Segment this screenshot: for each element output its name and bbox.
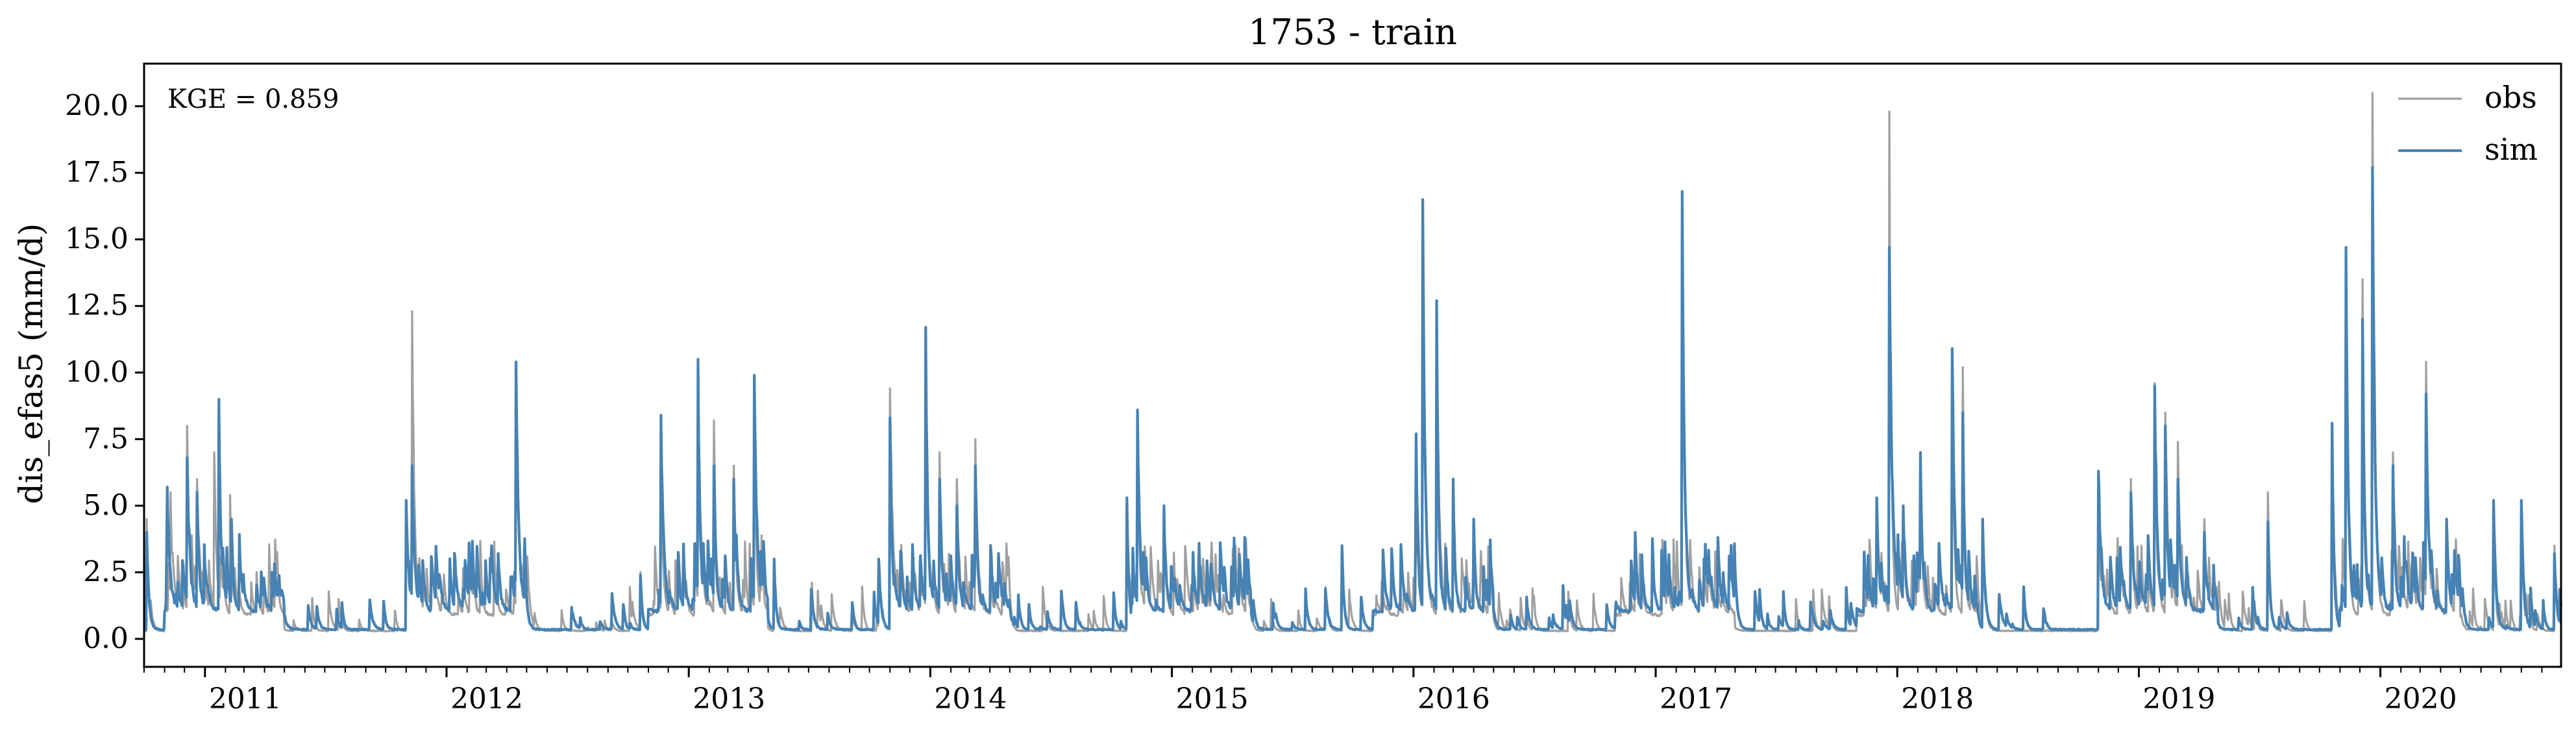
- y-tick-label: 7.5: [83, 422, 129, 455]
- x-tick-label: 2011: [209, 682, 282, 716]
- series-layer: [143, 92, 2563, 632]
- x-tick-label: 2013: [693, 682, 765, 716]
- x-tick-label: 2017: [1660, 682, 1732, 716]
- chart-title: 1753 - train: [1248, 12, 1457, 53]
- series-line-sim: [143, 166, 2563, 632]
- x-tick-label: 2018: [1901, 682, 1974, 716]
- kge-annotation: KGE = 0.859: [167, 84, 339, 114]
- y-tick-label: 20.0: [65, 90, 129, 123]
- legend: obs sim: [2398, 80, 2538, 167]
- x-tick-label: 2012: [450, 682, 523, 716]
- y-axis-label: dis_efas5 (mm/d): [12, 223, 50, 505]
- y-tick-label: 17.5: [65, 156, 129, 189]
- y-axis: 0.0 2.5 5.0 7.5 10.0 12.5 15.0 17.5 20.0: [65, 90, 144, 655]
- y-tick-label: 2.5: [83, 555, 129, 588]
- y-tick-label: 0.0: [83, 622, 129, 655]
- x-tick-label: 2014: [934, 682, 1007, 716]
- legend-label-sim: sim: [2484, 132, 2538, 167]
- x-tick-label: 2016: [1417, 682, 1490, 716]
- x-tick-label: 2015: [1176, 682, 1249, 716]
- x-tick-label: 2020: [2385, 682, 2457, 716]
- x-axis: 2011 2012 2013 2014 2015 2016 2017 2018 2019 2020: [143, 667, 2543, 716]
- legend-label-obs: obs: [2484, 80, 2537, 115]
- y-tick-label: 5.0: [83, 489, 129, 522]
- y-tick-label: 15.0: [65, 223, 129, 256]
- x-tick-label: 2019: [2142, 682, 2215, 716]
- y-tick-label: 12.5: [65, 289, 129, 322]
- y-tick-label: 10.0: [65, 356, 129, 389]
